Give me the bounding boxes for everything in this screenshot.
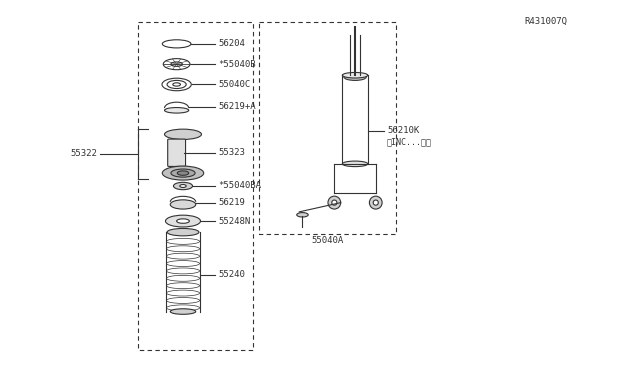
Text: 55248N: 55248N — [218, 217, 250, 225]
Ellipse shape — [177, 219, 189, 223]
Ellipse shape — [170, 309, 196, 314]
Ellipse shape — [173, 182, 193, 190]
FancyBboxPatch shape — [168, 139, 186, 166]
Ellipse shape — [297, 212, 308, 217]
Text: R431007Q: R431007Q — [524, 17, 567, 26]
Text: （INC...※）: （INC...※） — [387, 137, 432, 146]
Text: 56219: 56219 — [218, 198, 245, 207]
Ellipse shape — [342, 73, 368, 78]
Ellipse shape — [180, 185, 186, 187]
Ellipse shape — [167, 228, 199, 236]
Ellipse shape — [164, 108, 189, 113]
Ellipse shape — [164, 129, 202, 140]
Text: 56210K: 56210K — [387, 126, 419, 135]
Text: 56204: 56204 — [218, 39, 245, 48]
Text: 55240: 55240 — [218, 270, 245, 279]
Text: 55040A: 55040A — [312, 236, 344, 245]
Ellipse shape — [166, 215, 200, 227]
Ellipse shape — [369, 196, 382, 209]
Text: *55040BA: *55040BA — [218, 182, 261, 190]
Text: 55323: 55323 — [218, 148, 245, 157]
Ellipse shape — [332, 200, 337, 205]
Ellipse shape — [328, 196, 340, 209]
Ellipse shape — [163, 166, 204, 180]
Ellipse shape — [171, 169, 195, 177]
Ellipse shape — [344, 74, 366, 80]
Text: 55040C: 55040C — [218, 80, 250, 89]
Text: 56219+A: 56219+A — [218, 102, 255, 111]
Ellipse shape — [342, 161, 368, 167]
Ellipse shape — [177, 171, 189, 175]
Ellipse shape — [373, 200, 378, 205]
Text: *55040B: *55040B — [218, 60, 255, 69]
Text: 55322: 55322 — [70, 149, 97, 158]
Ellipse shape — [170, 200, 196, 209]
